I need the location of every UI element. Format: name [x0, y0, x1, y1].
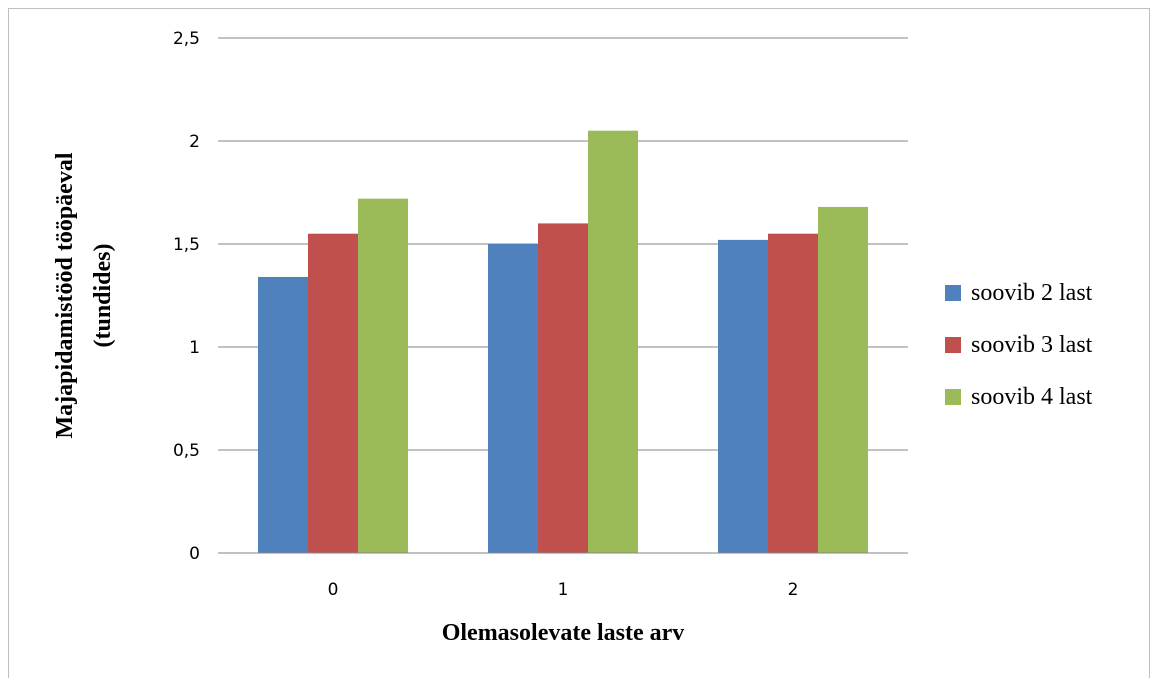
legend-label: soovib 2 last — [971, 280, 1093, 306]
bar-soovib-3-last-cat-2 — [768, 233, 818, 553]
chart-frame — [8, 8, 1150, 678]
x-tick-label: 0 — [328, 580, 339, 600]
bars — [258, 130, 868, 554]
y-axis-title-line-1: Majapidamistööd tööpäeval — [52, 152, 78, 438]
legend-swatch — [945, 285, 961, 301]
bar-soovib-4-last-cat-0 — [358, 198, 408, 553]
y-tick-label: 1,5 — [173, 235, 200, 255]
x-tick-label: 1 — [558, 580, 569, 600]
y-tick-label: 2 — [189, 132, 200, 152]
x-tick-label: 2 — [788, 580, 799, 600]
legend-swatch — [945, 337, 961, 353]
legend-swatch — [945, 389, 961, 405]
legend-label: soovib 3 last — [971, 332, 1093, 358]
y-axis-title: Majapidamistööd tööpäeval (tundides) — [52, 152, 116, 438]
y-tick-label: 0,5 — [173, 441, 200, 461]
legend: soovib 2 last soovib 3 last soovib 4 last — [945, 280, 1093, 410]
bar-soovib-2-last-cat-0 — [258, 276, 308, 553]
y-tick-label: 1 — [189, 338, 200, 358]
bar-soovib-3-last-cat-1 — [538, 223, 588, 553]
x-tick-labels: 0 1 2 — [328, 580, 799, 600]
bar-soovib-4-last-cat-1 — [588, 130, 638, 553]
bar-soovib-4-last-cat-2 — [818, 206, 868, 554]
y-tick-labels: 0 0,5 1 1,5 2 2,5 — [173, 29, 200, 564]
y-axis-title-line-2: (tundides) — [90, 243, 116, 347]
bar-soovib-2-last-cat-2 — [718, 239, 768, 553]
y-tick-label: 2,5 — [173, 29, 200, 49]
bar-soovib-3-last-cat-0 — [308, 233, 358, 553]
x-axis-title: Olemasolevate laste arv — [442, 620, 685, 646]
y-tick-label: 0 — [189, 544, 200, 564]
bar-soovib-2-last-cat-1 — [488, 244, 538, 553]
legend-label: soovib 4 last — [971, 384, 1093, 410]
